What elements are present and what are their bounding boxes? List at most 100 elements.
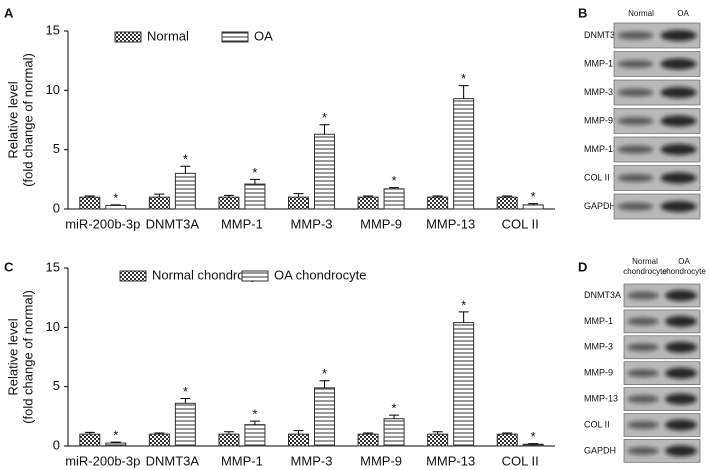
error-bar — [180, 398, 191, 404]
blot-background — [623, 335, 701, 360]
blot-label: GAPDH — [584, 201, 616, 211]
bar — [244, 424, 266, 447]
error-bar — [389, 414, 400, 419]
x-tick-label: COL II — [502, 453, 539, 468]
blot-label: MMP-13 — [584, 393, 618, 403]
y-axis-label: (fold change of normal) — [20, 53, 35, 187]
error-bar — [389, 187, 400, 189]
blot-band — [665, 367, 697, 379]
significance-mark: * — [531, 189, 536, 204]
blot-label: MMP-9 — [584, 115, 613, 125]
bar — [174, 402, 196, 447]
blot-band — [627, 291, 659, 300]
bar — [522, 204, 544, 210]
legend-label: Normal — [147, 28, 189, 43]
bar — [522, 443, 544, 447]
bar — [148, 433, 170, 447]
bar — [357, 433, 379, 447]
x-tick-label: MMP-3 — [291, 216, 333, 231]
y-tick-label: 10 — [46, 319, 60, 334]
blot-band — [660, 30, 697, 41]
x-tick-label: DNMT3A — [146, 216, 200, 231]
blot-background — [623, 439, 701, 463]
error-bar — [110, 441, 121, 444]
significance-mark: * — [531, 429, 536, 444]
significance-mark: * — [392, 173, 397, 188]
significance-mark: * — [252, 407, 257, 422]
error-bar — [84, 195, 95, 198]
significance-mark: * — [461, 297, 466, 312]
x-tick-label: MMP-3 — [291, 453, 333, 468]
error-bar — [110, 204, 121, 206]
blot-label: MMP-3 — [584, 87, 613, 97]
y-tick-label: 10 — [46, 82, 60, 97]
legend-swatch — [241, 270, 269, 282]
error-bar — [223, 431, 234, 435]
bar — [427, 433, 449, 447]
x-tick-label: MMP-13 — [426, 453, 475, 468]
bar — [148, 196, 170, 210]
legend-swatch — [119, 270, 147, 282]
blot-background — [623, 283, 701, 308]
significance-mark: * — [322, 366, 327, 381]
blot-band — [665, 315, 697, 327]
significance-mark: * — [322, 110, 327, 125]
blot-band — [617, 145, 654, 154]
blot-band — [627, 343, 659, 352]
x-tick-label: MMP-9 — [360, 216, 402, 231]
blot-background — [623, 309, 701, 334]
bar — [357, 196, 379, 210]
error-bar — [458, 311, 469, 323]
x-tick-label: MMP-1 — [221, 216, 263, 231]
blot-label: GAPDH — [584, 445, 616, 455]
x-tick-label: MMP-9 — [360, 453, 402, 468]
error-bar — [502, 432, 513, 435]
legend-label: OA — [254, 28, 273, 43]
error-bar — [223, 194, 234, 198]
error-bar — [293, 193, 304, 198]
error-bar — [319, 124, 330, 135]
y-tick-label: 0 — [53, 437, 60, 452]
lane-header: OA — [678, 257, 690, 266]
y-tick-label: 15 — [46, 22, 60, 37]
x-tick-label: COL II — [502, 216, 539, 231]
blot-band — [617, 174, 654, 182]
blot-band — [627, 446, 659, 455]
panel-label: C — [4, 259, 14, 274]
blot-band — [627, 421, 659, 429]
blot-band — [660, 87, 697, 98]
bar — [79, 196, 101, 210]
blot-label: MMP-3 — [584, 342, 613, 352]
blot-background — [623, 413, 701, 437]
error-bar — [154, 193, 165, 198]
x-tick-label: miR-200b-3p — [65, 453, 140, 468]
bar — [314, 387, 335, 447]
error-bar — [502, 195, 513, 198]
legend-label: Normal chondrocyte — [152, 267, 268, 282]
blot-band — [660, 115, 697, 127]
blot-label: MMP-9 — [584, 368, 613, 378]
blot-band — [617, 117, 654, 125]
lane-header: Normal — [628, 9, 654, 18]
y-axis-label: Relative level — [5, 318, 20, 395]
blot-label: DNMT3A — [584, 290, 621, 300]
error-bar — [84, 431, 95, 435]
significance-mark: * — [183, 384, 188, 399]
error-bar — [363, 432, 374, 435]
error-bar — [458, 85, 469, 99]
bar — [496, 433, 518, 447]
bar — [288, 433, 309, 447]
blot-band — [660, 172, 697, 184]
bar — [314, 133, 335, 210]
blot-label: COL II — [584, 419, 610, 429]
blot-band — [660, 144, 697, 155]
bar — [105, 204, 127, 210]
lane-header: chondrocyte — [662, 267, 706, 276]
blot-band — [617, 202, 654, 211]
blot-band — [627, 317, 659, 326]
bar — [218, 196, 240, 210]
error-bar — [319, 380, 330, 388]
bar — [383, 418, 405, 447]
bar — [453, 322, 475, 447]
